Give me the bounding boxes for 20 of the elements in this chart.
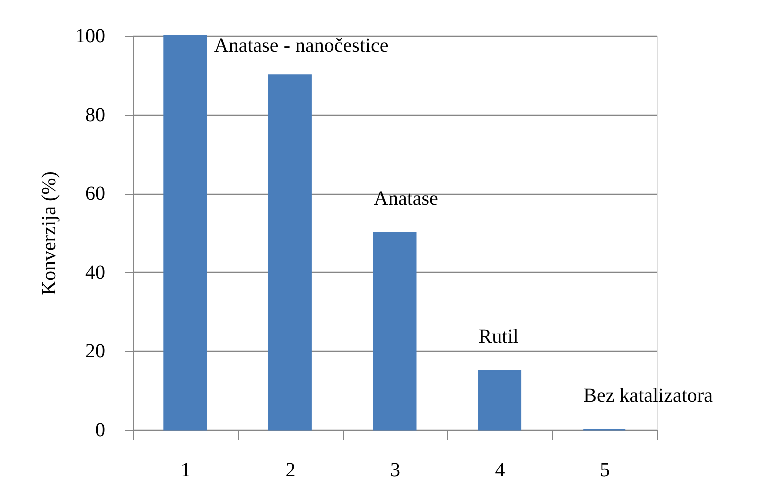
y-tick-label: 80: [86, 104, 106, 126]
annotation: Rutil: [478, 326, 520, 348]
bar: [373, 232, 417, 431]
y-axis-title: Konverzija (%): [38, 172, 60, 296]
x-tick-label: 1: [180, 460, 191, 482]
x-tick-label: 3: [390, 460, 400, 482]
bar: [164, 35, 208, 431]
y-tick-label: 100: [76, 26, 106, 48]
annotation: Anatase - nanočestice: [214, 35, 389, 57]
annotation: Anatase: [374, 188, 439, 210]
y-tick-label: 40: [86, 262, 106, 284]
annotation: Bez katalizatora: [584, 385, 714, 407]
y-tick-label: 0: [96, 420, 106, 442]
y-tick-label: 20: [86, 340, 106, 363]
bar: [478, 370, 522, 431]
x-tick-label: 2: [286, 460, 296, 482]
y-tick-label: 60: [86, 183, 106, 206]
x-tick-label: 4: [495, 460, 506, 482]
x-tick-label: 5: [600, 460, 610, 482]
bar: [268, 74, 312, 431]
